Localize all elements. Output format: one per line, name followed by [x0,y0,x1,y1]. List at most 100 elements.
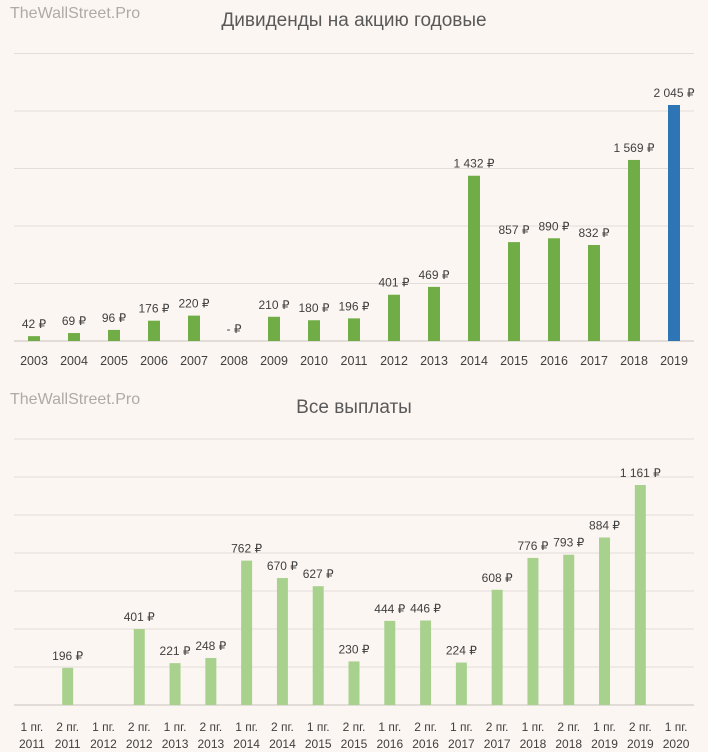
data-label-13: 890 ₽ [539,219,570,233]
data-label-4: 220 ₽ [179,297,210,311]
bar-10 [384,620,396,705]
x-tick-label-7-0: 2 пг. [271,720,294,734]
data-label-14: 832 ₽ [579,226,610,240]
data-label-11: 446 ₽ [410,601,441,615]
x-tick-label-1: 2004 [60,354,88,368]
x-tick-label-12: 2015 [500,354,528,368]
bar-14 [588,244,600,341]
bar-4 [169,663,181,705]
data-label-8: 196 ₽ [339,299,370,313]
x-tick-label-5-0: 2 пг. [199,720,222,734]
bars [62,485,646,705]
data-label-3: 176 ₽ [139,302,170,316]
data-label-12: 224 ₽ [446,644,477,658]
chart-annual-dividends: TheWallStreet.Pro Дивиденды на акцию год… [10,5,695,368]
bar-7 [276,578,288,705]
bar-4 [188,315,200,341]
bar-3 [133,629,145,705]
x-tick-label-1-0: 2 пг. [56,720,79,734]
x-tick-label-7: 2010 [300,354,328,368]
bar-6 [241,560,253,705]
bar-10 [428,286,440,341]
data-label-13: 608 ₽ [482,571,513,585]
bar-9 [348,661,360,705]
bar-3 [148,320,160,341]
data-label-9: 230 ₽ [339,642,370,656]
x-tick-label-1-1: 2011 [55,737,81,751]
x-tick-label-13: 2016 [540,354,568,368]
bars [28,105,680,341]
bar-8 [348,318,360,341]
x-tick-label-17-1: 2019 [627,737,654,751]
bar-1 [62,667,74,705]
bar-12 [455,662,467,705]
x-tick-label-10: 2013 [420,354,448,368]
data-label-5: 248 ₽ [195,639,226,653]
x-tick-label-5: 2008 [220,354,248,368]
bar-13 [491,589,503,705]
x-tick-label-18-1: 2020 [663,737,690,751]
bar-11 [468,175,480,341]
data-label-10: 469 ₽ [419,268,450,282]
bar-8 [312,586,324,705]
x-tick-label-4-0: 1 пг. [164,720,187,734]
x-tick-label-11-0: 2 пг. [414,720,437,734]
bar-6 [268,316,280,341]
x-tick-label-2-1: 2012 [90,737,117,751]
bar-16 [599,537,611,705]
data-label-10: 444 ₽ [374,602,405,616]
bar-12 [508,242,520,341]
x-tick-label-2: 2005 [100,354,128,368]
data-label-7: 180 ₽ [299,301,330,315]
data-label-5: - ₽ [227,322,242,336]
x-tick-label-6-1: 2014 [233,737,260,751]
bar-16 [668,105,680,341]
data-label-15: 1 569 ₽ [614,141,655,155]
x-tick-label-13-1: 2017 [484,737,511,751]
bar-17 [634,485,646,705]
x-tick-label-8-1: 2015 [305,737,332,751]
x-tick-label-12-0: 1 пг. [450,720,473,734]
x-tick-label-9-0: 2 пг. [343,720,366,734]
x-tick-label-15-1: 2018 [555,737,582,751]
data-label-15: 793 ₽ [553,536,584,550]
x-tick-label-18-0: 1 пг. [665,720,688,734]
bar-2 [108,329,120,341]
data-label-14: 776 ₽ [517,539,548,553]
data-label-9: 401 ₽ [379,276,410,290]
x-tick-label-0-0: 1 пг. [21,720,44,734]
data-label-16: 2 045 ₽ [654,86,695,100]
x-tick-label-4-1: 2013 [162,737,189,751]
x-tick-label-0: 2003 [20,354,48,368]
bar-15 [563,554,575,705]
data-label-17: 1 161 ₽ [620,466,661,480]
bar-7 [308,320,320,341]
x-tick-labels: 2003 2004 2005 2006 2007 2008 2009 2010 2011 2012… [20,354,688,368]
x-tick-label-11: 2014 [460,354,488,368]
x-tick-label-15: 2018 [620,354,648,368]
x-tick-label-7-1: 2014 [269,737,296,751]
data-label-6: 762 ₽ [231,542,262,556]
data-label-11: 1 432 ₽ [454,157,495,171]
x-tick-label-3: 2006 [140,354,168,368]
chart-title: Дивиденды на акцию годовые [221,10,486,31]
bar-5 [205,658,217,705]
x-tick-label-4: 2007 [180,354,208,368]
data-label-4: 221 ₽ [160,644,191,658]
x-tick-label-15-0: 2 пг. [557,720,580,734]
x-tick-labels: 1 пг. 2011 2 пг. 2011 1 пг. 2012 2 пг. 2012 1 пг… [19,720,690,751]
data-labels: 196 ₽ 401 ₽ 221 ₽ 248 ₽ 762 ₽ 670 ₽ 627 ₽ 230 ₽… [52,466,661,663]
x-tick-label-3-0: 2 пг. [128,720,151,734]
x-tick-label-8: 2011 [341,354,368,368]
x-tick-label-9-1: 2015 [341,737,368,751]
bar-11 [420,620,432,705]
bar-1 [68,333,80,341]
x-tick-label-6: 2009 [260,354,288,368]
bar-0 [28,336,40,341]
x-tick-label-10-0: 1 пг. [378,720,401,734]
data-label-8: 627 ₽ [303,567,334,581]
x-tick-label-8-0: 1 пг. [307,720,330,734]
data-labels: 42 ₽ 69 ₽ 96 ₽ 176 ₽ 220 ₽ - ₽ 210 ₽ 180 ₽ 196 ₽… [22,86,695,336]
bar-9 [388,294,400,341]
x-tick-label-3-1: 2012 [126,737,153,751]
